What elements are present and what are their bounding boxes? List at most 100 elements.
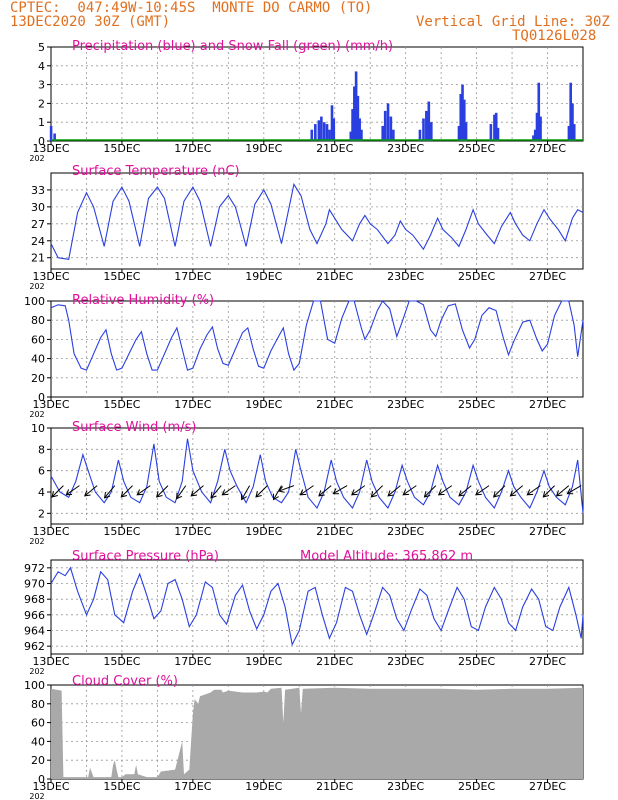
wind-arrow	[104, 485, 116, 499]
pressure-xtick-label: 21DEC	[316, 655, 353, 668]
precip-bar	[494, 112, 498, 141]
precipitation-ytick-label: 4	[38, 60, 45, 73]
wind-arrow-head	[387, 490, 394, 497]
wind-arrow	[542, 485, 555, 498]
precip-bar	[496, 127, 500, 141]
pressure-ytick-label: 972	[24, 562, 45, 575]
wind-arrow	[567, 485, 582, 495]
wind-arrow-head	[370, 491, 378, 498]
wind-arrow-head	[458, 490, 465, 497]
cloud-ytick-label: 0	[38, 773, 45, 786]
precipitation-title: Precipitation (blue) and Snow Fall (gree…	[72, 39, 393, 54]
wind-arrow-head	[84, 490, 91, 497]
cloud-xtick-label: 19DEC	[245, 780, 282, 793]
wind-ytick-label: 4	[38, 486, 45, 499]
wind-arrow	[156, 485, 169, 498]
precipitation-xtick-label: 23DEC	[387, 142, 424, 155]
wind-arrow-head	[241, 493, 247, 501]
temperature-xtick-label: 17DEC	[174, 270, 211, 283]
temperature-title: Surface Temperature (nC)	[72, 164, 240, 179]
precip-bar	[430, 122, 433, 141]
cloud-cover-area	[51, 687, 583, 779]
pressure-xtick-label: 25DEC	[458, 655, 495, 668]
precip-bar	[489, 124, 493, 141]
humidity-title: Relative Humidity (%)	[72, 293, 214, 308]
wind-arrow-head	[272, 493, 279, 501]
precip-bar	[418, 129, 422, 141]
wind-arrow-head	[65, 489, 73, 496]
wind-arrow	[510, 485, 524, 497]
precip-bar	[459, 94, 463, 141]
run-date: 13DEC2020 30Z (GMT)	[10, 14, 171, 30]
wind-arrow-head	[555, 490, 563, 497]
wind-ytick-label: 6	[38, 465, 45, 478]
precip-bar	[535, 112, 539, 141]
wind-arrow-head	[351, 489, 358, 496]
wind-arrow-head	[221, 489, 229, 496]
pressure-annotation: Model Altitude: 365.862 m	[300, 549, 473, 564]
humidity-ytick-label: 60	[31, 333, 45, 346]
wind-arrow-head	[423, 491, 431, 498]
temperature-ytick-label: 21	[31, 252, 45, 265]
wind-arrow-head	[402, 489, 410, 496]
wind-arrow	[278, 485, 295, 492]
wind-xtick-label: 15DEC	[103, 525, 140, 538]
precip-bar	[383, 110, 387, 141]
cloud-year-label: 202	[29, 792, 44, 800]
wind-arrow-head	[190, 490, 198, 497]
cloud-ytick-label: 80	[31, 698, 45, 711]
precip-bar	[567, 125, 571, 141]
pressure-line	[50, 566, 584, 647]
precip-bar	[314, 124, 317, 141]
humidity-ytick-label: 40	[31, 353, 45, 366]
precip-bar	[328, 129, 331, 141]
precip-bar	[422, 118, 425, 141]
precip-bar	[381, 125, 385, 141]
precipitation-frame	[50, 46, 584, 142]
wind-arrow	[300, 485, 314, 496]
wind-arrow	[333, 485, 348, 495]
vertical-grid-label: Vertical Grid Line: 30Z	[416, 14, 610, 30]
precip-bar	[572, 124, 576, 141]
cloud-ytick-label: 20	[31, 754, 45, 767]
wind-arrow-head	[509, 490, 517, 497]
pressure-xtick-label: 23DEC	[387, 655, 424, 668]
precip-bar	[320, 116, 323, 141]
wind-arrow-head	[136, 489, 144, 496]
humidity-xtick-label: 17DEC	[174, 398, 211, 411]
temperature-frame	[50, 172, 584, 270]
precip-bar	[349, 131, 353, 141]
precip-bar	[330, 105, 334, 141]
precip-bar	[425, 110, 428, 141]
humidity-xtick-label: 19DEC	[245, 398, 282, 411]
wind-arrow	[136, 485, 151, 496]
wind-arrow	[190, 485, 204, 497]
cloud-xtick-label: 17DEC	[174, 780, 211, 793]
wind-arrow-head	[277, 486, 285, 493]
pressure-xtick-label: 19DEC	[245, 655, 282, 668]
wind-xtick-label: 23DEC	[387, 525, 424, 538]
temperature-xtick-label: 27DEC	[529, 270, 566, 283]
wind-arrow	[556, 485, 570, 497]
cloud-xtick-label: 23DEC	[387, 780, 424, 793]
precip-bar	[53, 133, 56, 141]
wind-arrow	[402, 485, 417, 496]
humidity-ytick-label: 80	[31, 314, 45, 327]
precip-bar	[461, 84, 464, 141]
pressure-ytick-label: 966	[24, 609, 45, 622]
precip-bar	[386, 103, 390, 141]
wind-line	[50, 438, 584, 514]
cloud-ytick-label: 100	[24, 679, 45, 692]
pressure-frame	[50, 559, 584, 655]
wind-arrow	[493, 485, 506, 498]
precipitation-ytick-label: 5	[38, 41, 45, 54]
humidity-xtick-label: 27DEC	[529, 398, 566, 411]
precip-bar	[317, 120, 321, 141]
wind-arrow-head	[51, 491, 58, 498]
wind-arrow	[222, 485, 236, 496]
precip-bar	[533, 129, 537, 141]
pressure-xtick-label: 15DEC	[103, 655, 140, 668]
humidity-line	[50, 300, 584, 372]
wind-xtick-label: 19DEC	[245, 525, 282, 538]
